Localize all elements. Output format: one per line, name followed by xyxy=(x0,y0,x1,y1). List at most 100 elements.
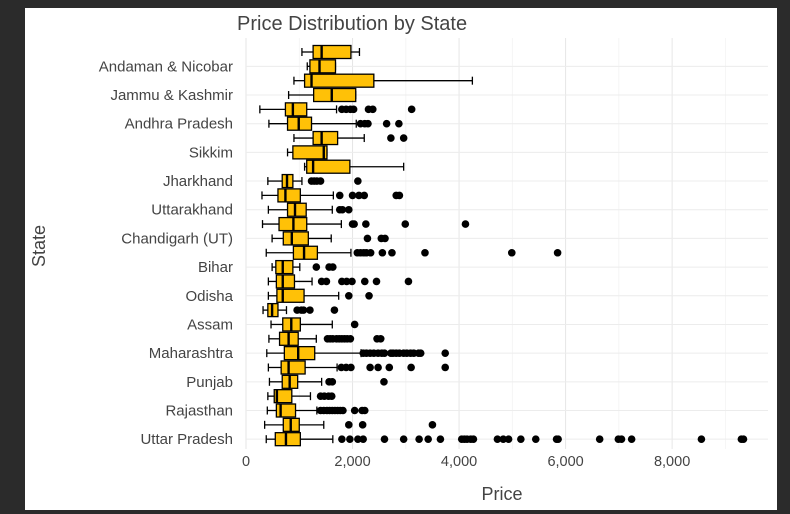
outlier-point xyxy=(372,277,381,286)
outlier-point xyxy=(424,435,432,443)
y-tick-label: Chandigarh (UT) xyxy=(121,230,233,247)
y-tick-label: Maharashtra xyxy=(149,345,234,362)
outlier-point xyxy=(376,335,385,343)
outlier-point xyxy=(346,335,355,343)
outlier-point xyxy=(348,277,356,286)
outlier-point xyxy=(363,234,372,243)
outlier-point xyxy=(461,220,470,228)
box-row xyxy=(267,202,353,217)
outlier-point xyxy=(380,349,389,357)
outlier-point xyxy=(327,392,336,400)
outlier-point xyxy=(339,406,347,415)
y-tick-label: Uttarakhand xyxy=(151,202,233,219)
box-row xyxy=(265,245,562,260)
outlier-point xyxy=(358,421,367,429)
outlier-point xyxy=(374,363,382,372)
box-row xyxy=(261,188,404,203)
box xyxy=(275,403,297,418)
chart-title: Price Distribution by State xyxy=(237,13,467,35)
y-tick-label: Uttar Pradesh xyxy=(140,431,233,448)
box xyxy=(274,432,301,447)
box-row xyxy=(293,130,408,146)
box xyxy=(283,345,316,361)
outlier-point xyxy=(322,277,331,286)
outlier-point xyxy=(436,435,445,443)
outlier-point xyxy=(330,306,339,314)
box-row xyxy=(266,403,369,418)
box-row xyxy=(268,331,385,346)
box-row xyxy=(259,102,416,117)
box-row xyxy=(267,288,373,303)
outlier-point xyxy=(395,191,404,200)
outlier-point xyxy=(380,435,389,443)
outlier-point xyxy=(531,435,540,443)
x-tick-label: 0 xyxy=(242,454,250,470)
box-row xyxy=(286,145,328,160)
outlier-point xyxy=(354,177,362,185)
y-tick-label: Assam xyxy=(187,316,233,333)
box xyxy=(276,288,305,303)
x-tick-label: 6,000 xyxy=(547,454,583,470)
box-row xyxy=(301,44,361,60)
outlier-point xyxy=(306,306,314,314)
box-row xyxy=(267,173,362,189)
y-tick-label: Punjab xyxy=(186,374,233,391)
box xyxy=(292,245,319,260)
outlier-point xyxy=(316,177,325,185)
outlier-point xyxy=(554,435,562,443)
outlier-point xyxy=(617,435,626,443)
outlier-point xyxy=(348,191,357,200)
y-tick-label: Jharkhand xyxy=(163,173,233,190)
x-tick-label: 4,000 xyxy=(441,454,477,470)
box-row xyxy=(268,374,388,389)
outlier-point xyxy=(697,435,706,443)
x-tick-labels: 0 2,000 4,000 6,000 8,000 xyxy=(242,454,690,470)
outlier-point xyxy=(362,220,370,228)
box-row xyxy=(267,360,450,375)
y-axis-title: State xyxy=(29,225,49,267)
outlier-point xyxy=(499,435,508,443)
box xyxy=(286,202,307,217)
outlier-point xyxy=(395,119,403,128)
outlier-point xyxy=(312,263,321,271)
box-row xyxy=(263,417,437,432)
outlier-point xyxy=(329,263,337,271)
outlier-point xyxy=(366,363,374,372)
outlier-point xyxy=(350,406,359,415)
outlier-point xyxy=(387,134,395,142)
box-row xyxy=(271,259,337,275)
outlier-point xyxy=(350,220,358,228)
outlier-point xyxy=(299,306,308,314)
outlier-point xyxy=(441,349,450,357)
outlier-point xyxy=(382,119,391,128)
outlier-point xyxy=(441,363,450,372)
outlier-point xyxy=(407,105,416,114)
box xyxy=(273,389,293,404)
outlier-point xyxy=(407,363,415,372)
outlier-point xyxy=(469,435,478,443)
outlier-point xyxy=(595,435,604,443)
outlier-point xyxy=(507,248,516,257)
y-tick-label: Andaman & Nicobar xyxy=(99,58,233,75)
outlier-point xyxy=(493,435,502,443)
outlier-point xyxy=(338,205,347,214)
box-row xyxy=(262,302,339,318)
outlier-point xyxy=(504,435,513,443)
box-row xyxy=(303,159,405,174)
y-tick-labels: Andaman & Nicobar Jammu & Kashmir Andhra P… xyxy=(99,58,234,448)
outlier-point xyxy=(345,205,353,214)
box xyxy=(275,259,294,275)
box xyxy=(275,274,296,289)
box xyxy=(306,159,351,174)
outlier-point xyxy=(517,435,525,443)
outlier-point xyxy=(399,435,408,443)
outlier-point xyxy=(345,291,353,300)
outlier-point xyxy=(360,191,369,200)
box-row xyxy=(293,73,474,88)
box xyxy=(277,188,301,203)
y-tick-label: Bihar xyxy=(198,259,233,276)
outlier-point xyxy=(378,248,387,257)
outlier-point xyxy=(553,248,562,257)
box-series xyxy=(259,44,748,447)
box xyxy=(312,87,357,103)
